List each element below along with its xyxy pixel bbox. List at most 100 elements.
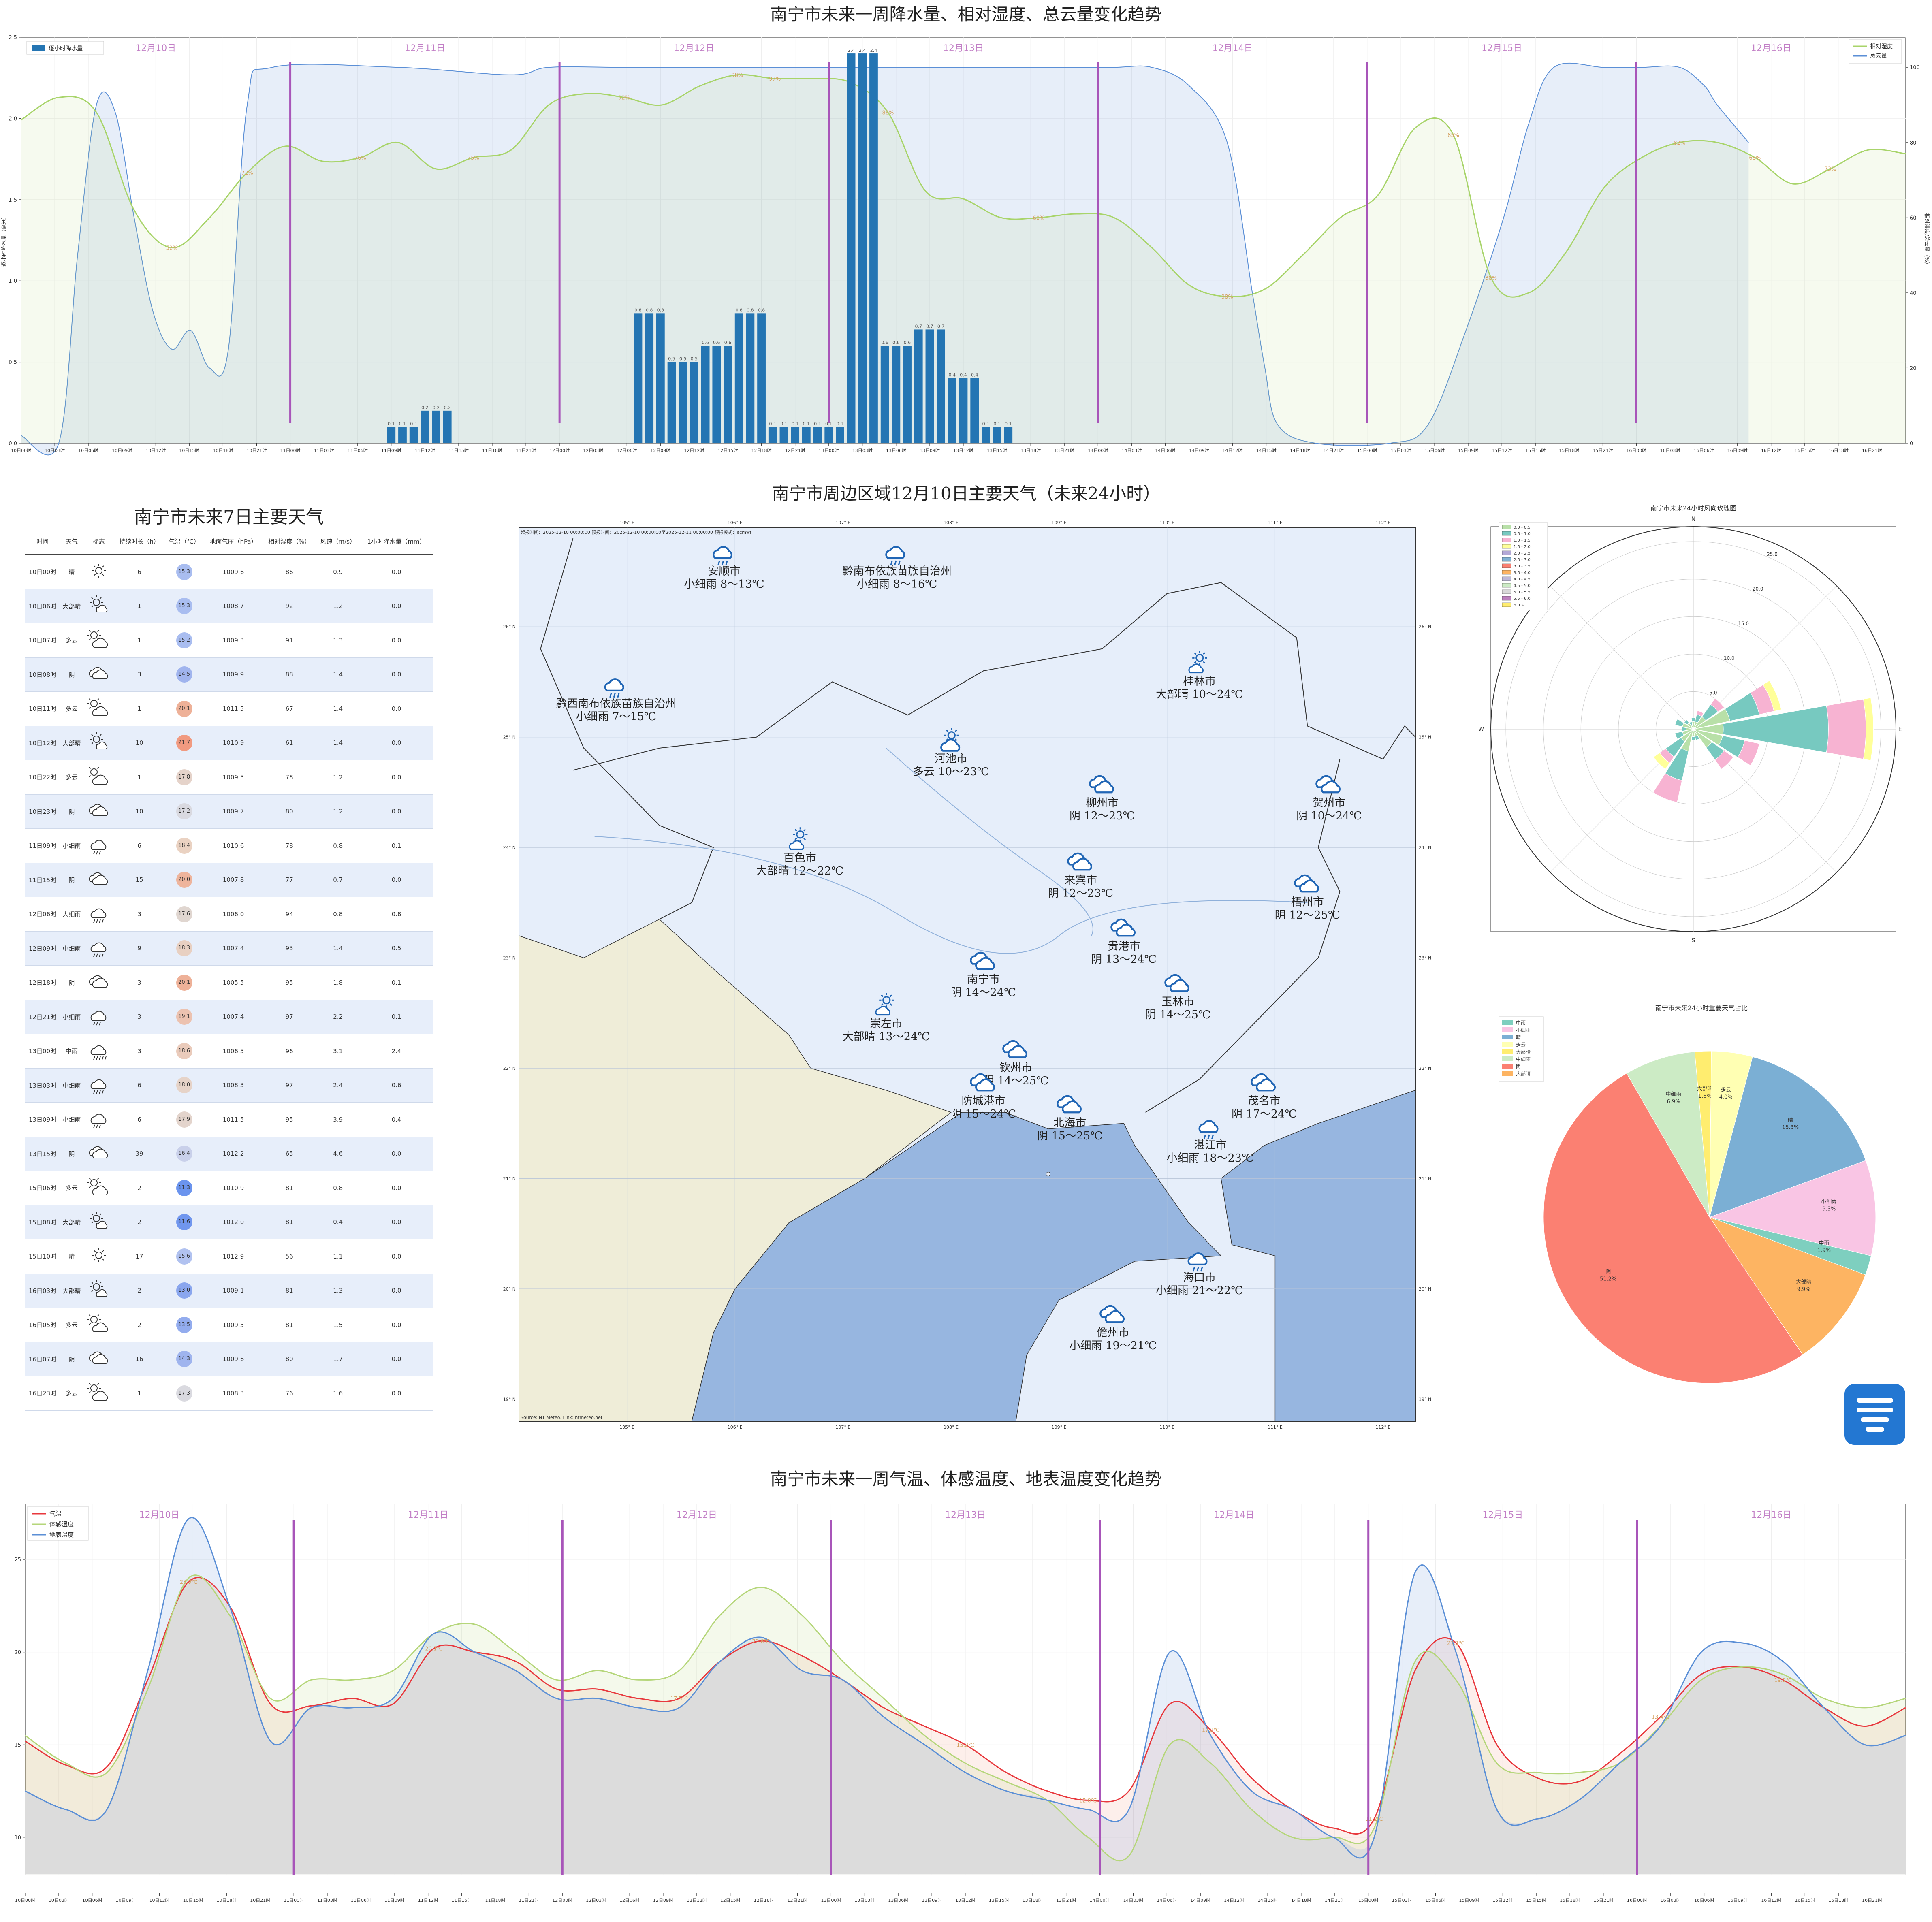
pie-slice [1709,1216,1866,1355]
rain-cell: 0.0 [360,1308,433,1342]
y-tick-label: 0.5 [9,360,17,366]
temp-cell: 17.6 [164,897,204,932]
table-header-cell: 气温（℃） [164,529,204,555]
map-city-marker: 崇左市 大部晴 13～24℃ [843,992,930,1043]
humidity-value-label: 75% [468,155,479,161]
rose-spoke [1550,586,1694,730]
x-tick-label: 16日12时 [1761,1898,1781,1903]
precip-bar [398,427,407,443]
precip-bar-label: 0.5 [691,356,698,362]
map-city-forecast: 阴 12～23℃ [1048,887,1114,900]
x-tick-label: 13日03时 [854,1898,875,1903]
weather-pie-chart: 南宁市未来24小时重要天气占比15.3%晴9.3%小细雨1.9%中雨9.9%大部… [1499,1004,1876,1384]
time-cell: 10日07时 [25,623,60,658]
map-city-name: 黔西南布依族苗族自治州 [556,697,677,710]
time-cell: 10日22时 [25,760,60,795]
legend-label: 6.0 + [1514,603,1524,608]
temp-cell: 20.0 [164,863,204,897]
press-cell: 1011.5 [203,1102,263,1137]
province-border [573,582,1416,771]
weather-cell: 阴 [60,794,83,829]
temp-value-label: 17.2℃ [1202,1728,1220,1734]
map-city-marker: 柳州市阴 12～23℃ [1070,771,1135,823]
legend-swatch [32,45,45,51]
wind-cell: 1.3 [316,623,361,658]
legend-label: 1.0 - 1.5 [1514,538,1531,543]
temp-cell: 15.3 [164,554,204,589]
temp-cell: 20.1 [164,965,204,1000]
precip-bar-label: 0.1 [814,421,821,427]
time-cell: 10日00时 [25,554,60,589]
x-tick-label: 12日09时 [650,448,670,453]
x-tick-label: 16日12时 [1761,448,1781,453]
rain-cell: 0.8 [360,897,433,932]
lat-tick-label: 22° N [503,1066,516,1071]
temp-badge: 11.6 [176,1214,192,1231]
dur-cell: 3 [114,1000,165,1034]
pie-slice-label: 中雨 [1819,1240,1829,1246]
legend-swatch [1502,1056,1513,1061]
x-tick-label: 11日00时 [284,1898,304,1903]
temp-series-line [25,1576,1906,1835]
wind-cell: 1.4 [316,931,361,966]
cloud-icon [1296,771,1362,797]
lon-tick-label: 105° E [619,1425,634,1430]
dur-cell: 39 [114,1137,165,1171]
lon-tick-label: 109° E [1052,1425,1067,1430]
temp-cell: 15.6 [164,1239,204,1274]
temp-cell: 15.3 [164,589,204,623]
table-header-cell: 地面气压（hPa） [203,529,263,555]
day-label: 12月15日 [1482,1510,1523,1520]
x-tick-label: 12日21时 [785,448,805,453]
temp-badge: 18.4 [176,837,192,854]
map-city-marker: 来宾市阴 12～23℃ [1048,848,1114,900]
temp-series-line [25,1574,1906,1862]
x-tick-label: 10日21时 [250,1898,270,1903]
weather-cell: 晴 [60,1239,83,1274]
legend-label: 中雨 [1516,1020,1526,1026]
rh-cell: 81 [263,1205,316,1239]
time-cell: 13日03时 [25,1068,60,1103]
lon-tick-label: 110° E [1159,1425,1174,1430]
precip-bar [421,410,429,443]
lat-tick-label: 19° N [1419,1397,1431,1402]
rh-cell: 95 [263,1102,316,1137]
press-cell: 1009.5 [203,1308,263,1342]
dur-cell: 1 [114,691,165,726]
weather-cell: 小细雨 [60,1000,83,1034]
table-row: 13日15时阴 39 16.4 1012.2 65 4.6 0.0 [25,1137,433,1171]
map-city-name: 桂林市 [1183,675,1216,688]
table-row: 13日00时 中雨 3 18.6 1006.5 96 3.1 2.4 [25,1034,433,1069]
pie-pct-label: 1.9% [1817,1248,1831,1254]
map-city-name: 海口市 [1183,1271,1216,1284]
temp-badge: 17.6 [176,906,192,922]
x-tick-label: 10日09时 [116,1898,136,1903]
lat-tick-label: 20° N [503,1286,516,1292]
press-cell: 1009.3 [203,623,263,658]
lon-tick-label: 109° E [1052,520,1067,525]
temp-badge: 17.2 [176,803,192,820]
legend-swatch [1502,589,1511,594]
wind-rose-bar [1737,740,1760,766]
humidity-value-label: 85% [1447,132,1459,139]
map-city-marker: 海口市 小细雨 21～22℃ [1156,1246,1243,1297]
legend-label: 体感温度 [49,1521,74,1528]
weather-cell: 多云 [60,760,83,795]
y-tick-label: 10 [14,1835,21,1841]
x-tick-label: 10日06时 [78,448,98,453]
press-cell: 1007.4 [203,1000,263,1034]
day-label: 12月14日 [1214,1510,1254,1520]
time-cell: 15日08时 [25,1205,60,1239]
precip-bar-label: 0.1 [993,421,1001,427]
light-rain-icon [83,828,114,863]
map-city-forecast: 阴 13～24℃ [1091,953,1157,966]
app-logo-icon[interactable] [1844,1384,1905,1445]
x-tick-label: 14日12时 [1224,1898,1244,1903]
y-axis-label: 逐小时降水量（毫米） [1,214,7,267]
x-tick-label: 13日09时 [920,448,940,453]
pie-pct-label: 4.0% [1719,1094,1733,1101]
x-tick-label: 13日00时 [819,448,839,453]
precip-bar [836,427,844,443]
precip-bar-label: 0.1 [792,421,799,427]
temp-cell: 14.5 [164,657,204,692]
